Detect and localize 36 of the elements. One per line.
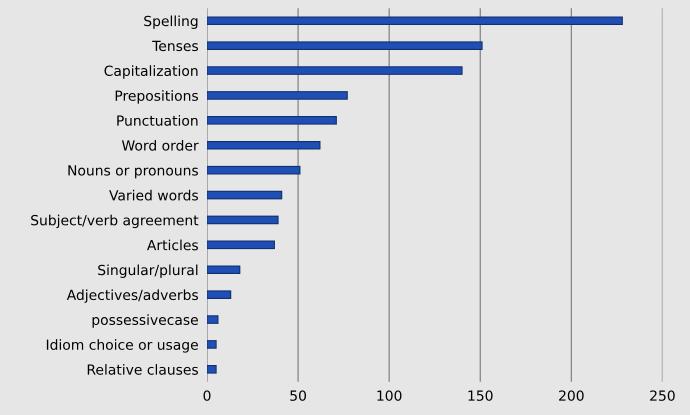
bar	[207, 66, 463, 75]
y-tick-label: Adjectives/adverbs	[66, 289, 198, 303]
bar	[207, 290, 232, 299]
bar	[207, 216, 279, 224]
x-tick-label: 250	[650, 390, 675, 401]
bar	[207, 315, 218, 324]
y-tick-label: Prepositions	[116, 90, 198, 104]
bar	[207, 41, 483, 50]
bar	[207, 16, 623, 26]
bar	[207, 190, 282, 200]
bar	[207, 91, 348, 100]
bar	[207, 265, 240, 274]
x-tick-label: 200	[559, 390, 584, 401]
bar	[207, 365, 217, 374]
x-tick-label: 100	[377, 390, 402, 401]
y-tick-label: Tenses	[152, 40, 198, 52]
x-tick-label: 150	[468, 390, 493, 401]
x-tick-label: 0	[203, 390, 210, 401]
y-tick-label: possessivecase	[92, 314, 198, 328]
y-tick-label: Spelling	[144, 15, 198, 29]
y-tick-label: Punctuation	[117, 115, 198, 126]
y-tick-label: Varied words	[109, 190, 198, 201]
y-tick-label: Singular/plural	[98, 264, 198, 278]
y-tick-label: Nouns or pronouns	[68, 165, 198, 178]
bar	[207, 140, 320, 150]
y-tick-label: Idiom choice or usage	[46, 339, 198, 353]
bar	[207, 240, 275, 250]
bar	[207, 166, 300, 174]
y-tick-label: Relative clauses	[88, 364, 198, 375]
y-tick-label: Capitalization	[104, 65, 198, 79]
y-tick-label: Articles	[146, 240, 198, 250]
x-tick-label: 50	[290, 390, 306, 401]
bar	[207, 340, 217, 349]
y-tick-label: Subject/verb agreement	[31, 214, 198, 228]
y-tick-label: Word order	[122, 140, 199, 151]
bar	[207, 116, 337, 125]
